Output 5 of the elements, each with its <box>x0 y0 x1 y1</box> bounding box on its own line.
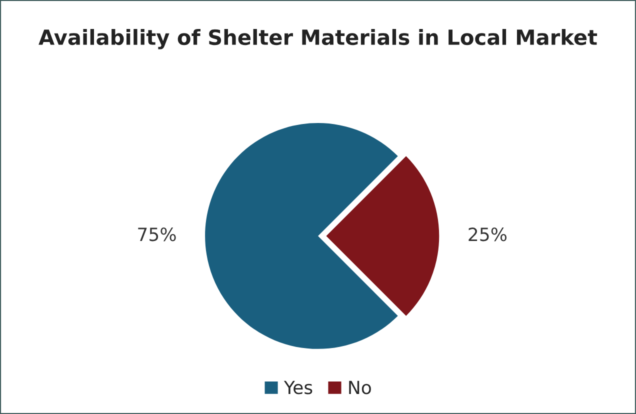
data-label: 25% <box>468 228 507 242</box>
data-label: 75% <box>138 228 176 242</box>
legend-label: Yes <box>284 380 312 394</box>
legend-label: No <box>349 380 371 394</box>
chart-title: Availability of Shelter Materials in Local Market <box>38 28 598 50</box>
